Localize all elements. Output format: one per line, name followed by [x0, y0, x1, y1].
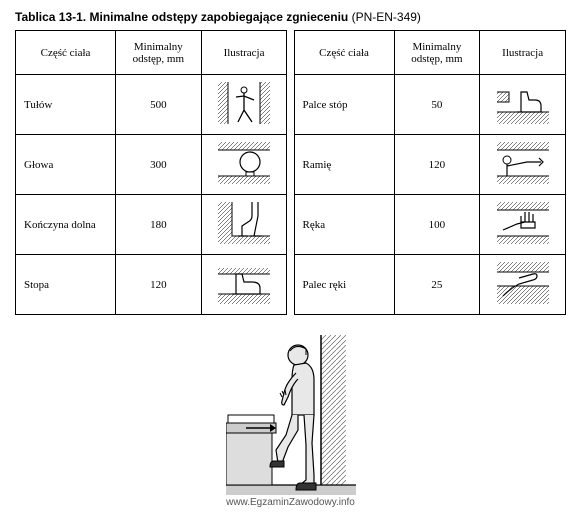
- toes-icon: [497, 82, 549, 124]
- cell-part: Kończyna dolna: [16, 195, 116, 255]
- caption-standard: (PN-EN-349): [352, 10, 421, 24]
- person-crush-icon: [226, 335, 356, 495]
- cell-part: Ramię: [294, 135, 394, 195]
- header-body-part-right: Część ciała: [294, 31, 394, 75]
- cell-part: Palce stóp: [294, 75, 394, 135]
- bottom-illustration: [15, 335, 566, 499]
- cell-dist: 120: [394, 135, 480, 195]
- cell-part: Palec ręki: [294, 255, 394, 315]
- header-distance-left: Minimalny odstęp, mm: [116, 31, 202, 75]
- cell-part: Głowa: [16, 135, 116, 195]
- arm-icon: [497, 142, 549, 184]
- table-row: Kończyna dolna 180 Ręka 100: [16, 195, 566, 255]
- cell-part: Tułów: [16, 75, 116, 135]
- cell-illustration: [480, 195, 566, 255]
- cell-dist: 25: [394, 255, 480, 315]
- header-illustration-right: Ilustracja: [480, 31, 566, 75]
- cell-dist: 500: [116, 75, 202, 135]
- cell-dist: 300: [116, 135, 202, 195]
- table-row: Stopa 120 Palec ręki 25: [16, 255, 566, 315]
- table-separator: [287, 255, 294, 315]
- cell-dist: 100: [394, 195, 480, 255]
- clearances-table: Część ciała Minimalny odstęp, mm Ilustra…: [15, 30, 566, 315]
- cell-part: Ręka: [294, 195, 394, 255]
- table-caption: Tablica 13-1. Minimalne odstępy zapobieg…: [15, 10, 566, 24]
- table-separator: [287, 135, 294, 195]
- table-separator: [287, 31, 294, 75]
- table-separator: [287, 75, 294, 135]
- torso-icon: [218, 82, 270, 124]
- watermark-text: www.EgzaminZawodowy.info: [15, 497, 566, 508]
- cell-dist: 180: [116, 195, 202, 255]
- cell-illustration: [480, 75, 566, 135]
- table-separator: [287, 195, 294, 255]
- cell-illustration: [201, 195, 287, 255]
- cell-dist: 120: [116, 255, 202, 315]
- cell-illustration: [201, 255, 287, 315]
- cell-dist: 50: [394, 75, 480, 135]
- caption-prefix: Tablica 13-1.: [15, 10, 86, 24]
- finger-icon: [497, 262, 549, 304]
- cell-illustration: [480, 255, 566, 315]
- hand-icon: [497, 202, 549, 244]
- header-body-part-left: Część ciała: [16, 31, 116, 75]
- header-distance-right: Minimalny odstęp, mm: [394, 31, 480, 75]
- leg-icon: [218, 202, 270, 244]
- table-header-row: Część ciała Minimalny odstęp, mm Ilustra…: [16, 31, 566, 75]
- head-icon: [218, 142, 270, 184]
- caption-title: Minimalne odstępy zapobiegające zgniecen…: [90, 10, 349, 24]
- cell-illustration: [201, 75, 287, 135]
- cell-illustration: [201, 135, 287, 195]
- cell-part: Stopa: [16, 255, 116, 315]
- table-row: Głowa 300 Ramię 120: [16, 135, 566, 195]
- cell-illustration: [480, 135, 566, 195]
- table-row: Tułów 500 Palce stóp 50: [16, 75, 566, 135]
- foot-icon: [218, 262, 270, 304]
- header-illustration-left: Ilustracja: [201, 31, 287, 75]
